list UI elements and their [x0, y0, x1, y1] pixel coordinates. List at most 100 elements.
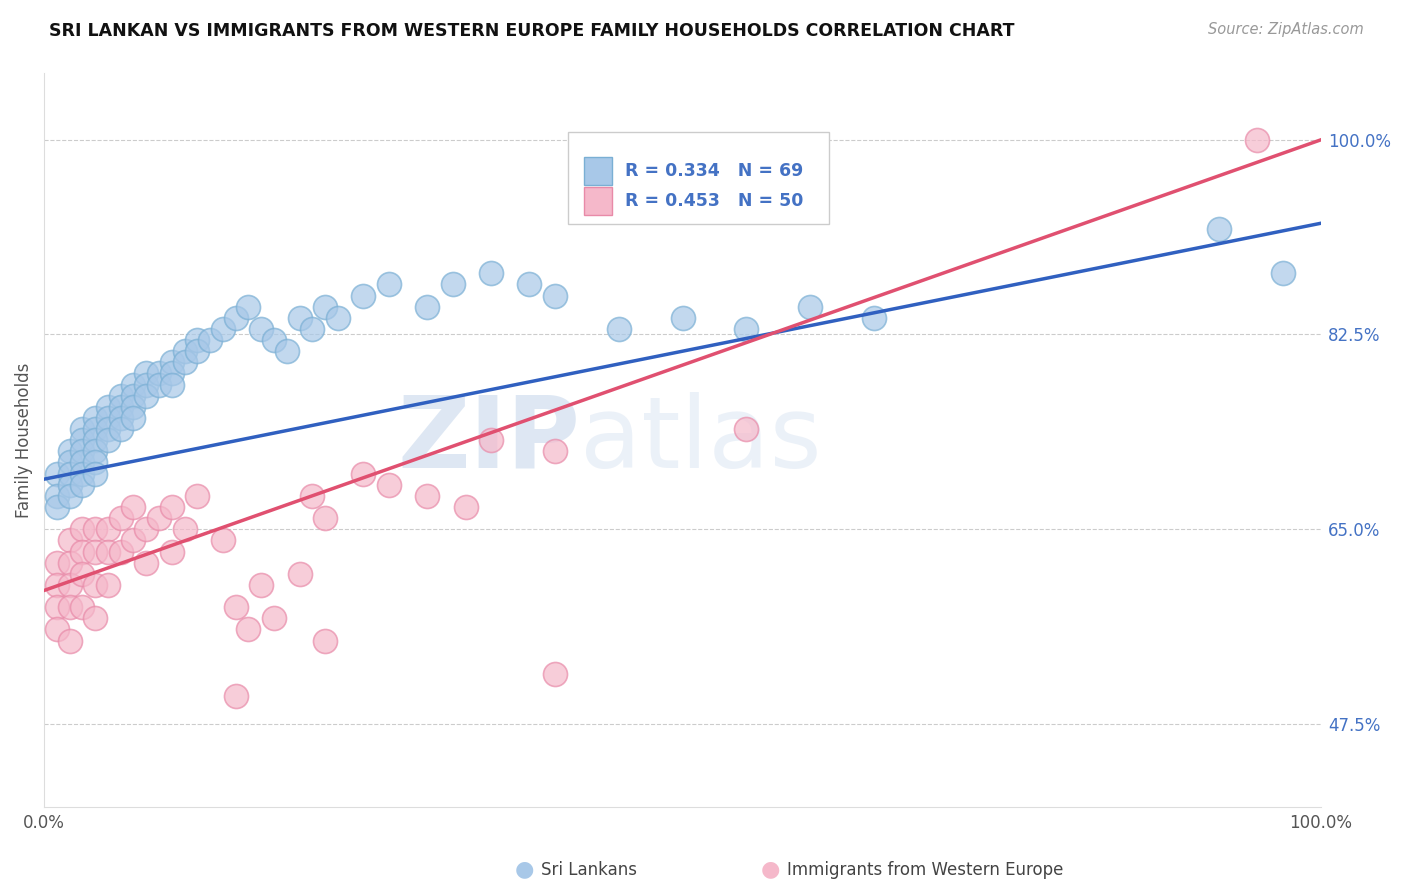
Point [59, 444, 82, 458]
Point [84, 522, 107, 536]
Point [160, 500, 183, 514]
Point [517, 277, 540, 292]
Point [72, 522, 94, 536]
Text: Immigrants from Western Europe: Immigrants from Western Europe [787, 861, 1064, 879]
Point [238, 300, 260, 314]
FancyBboxPatch shape [568, 132, 830, 224]
Text: ZIP: ZIP [398, 392, 581, 489]
Point [607, 322, 630, 336]
Point [225, 689, 247, 703]
Point [135, 522, 157, 536]
Point [45, 600, 67, 615]
Point [173, 522, 195, 536]
Point [84, 467, 107, 481]
Point [110, 411, 132, 425]
Point [416, 300, 439, 314]
Point [186, 333, 208, 347]
Point [59, 578, 82, 592]
FancyBboxPatch shape [585, 157, 613, 185]
Text: Sri Lankans: Sri Lankans [541, 861, 637, 879]
Point [45, 467, 67, 481]
Text: atlas: atlas [581, 392, 823, 489]
Point [59, 455, 82, 469]
Point [378, 477, 401, 491]
Point [441, 277, 464, 292]
Point [72, 566, 94, 581]
Point [97, 434, 120, 448]
Point [352, 467, 374, 481]
Point [84, 444, 107, 458]
Point [479, 434, 502, 448]
Point [72, 434, 94, 448]
Point [59, 600, 82, 615]
Point [225, 310, 247, 325]
Text: R = 0.334   N = 69: R = 0.334 N = 69 [626, 161, 803, 180]
Point [59, 489, 82, 503]
Point [288, 566, 311, 581]
Point [225, 600, 247, 615]
Point [110, 544, 132, 558]
Point [97, 400, 120, 414]
Point [122, 500, 145, 514]
Point [97, 411, 120, 425]
Point [250, 322, 273, 336]
Point [544, 444, 567, 458]
Point [544, 667, 567, 681]
FancyBboxPatch shape [585, 187, 613, 215]
Point [314, 511, 336, 525]
Point [59, 477, 82, 491]
Point [110, 422, 132, 436]
Point [735, 322, 758, 336]
Point [198, 333, 221, 347]
Point [72, 544, 94, 558]
Point [263, 333, 285, 347]
Point [276, 344, 298, 359]
Point [160, 544, 183, 558]
Point [84, 611, 107, 625]
Point [45, 500, 67, 514]
Point [59, 633, 82, 648]
Point [148, 367, 170, 381]
Point [72, 444, 94, 458]
Point [45, 489, 67, 503]
Point [212, 533, 235, 548]
Point [479, 266, 502, 280]
Point [238, 623, 260, 637]
Point [72, 477, 94, 491]
Point [173, 344, 195, 359]
Text: SRI LANKAN VS IMMIGRANTS FROM WESTERN EUROPE FAMILY HOUSEHOLDS CORRELATION CHART: SRI LANKAN VS IMMIGRANTS FROM WESTERN EU… [49, 22, 1015, 40]
Point [84, 422, 107, 436]
Point [671, 310, 693, 325]
Point [735, 422, 758, 436]
Point [212, 322, 235, 336]
Point [84, 434, 107, 448]
Point [110, 389, 132, 403]
Point [544, 288, 567, 302]
Point [110, 400, 132, 414]
Point [135, 377, 157, 392]
Point [326, 310, 349, 325]
Point [288, 310, 311, 325]
Point [863, 310, 886, 325]
Point [59, 467, 82, 481]
Point [186, 489, 208, 503]
Point [314, 300, 336, 314]
Point [416, 489, 439, 503]
Point [97, 544, 120, 558]
Point [72, 600, 94, 615]
Point [84, 544, 107, 558]
Point [135, 389, 157, 403]
Point [454, 500, 477, 514]
Point [84, 455, 107, 469]
Point [301, 489, 323, 503]
Point [45, 623, 67, 637]
Point [45, 578, 67, 592]
Point [59, 556, 82, 570]
Point [122, 389, 145, 403]
Y-axis label: Family Households: Family Households [15, 362, 32, 518]
Point [72, 455, 94, 469]
Point [160, 377, 183, 392]
Point [263, 611, 285, 625]
Point [160, 367, 183, 381]
Point [160, 355, 183, 369]
